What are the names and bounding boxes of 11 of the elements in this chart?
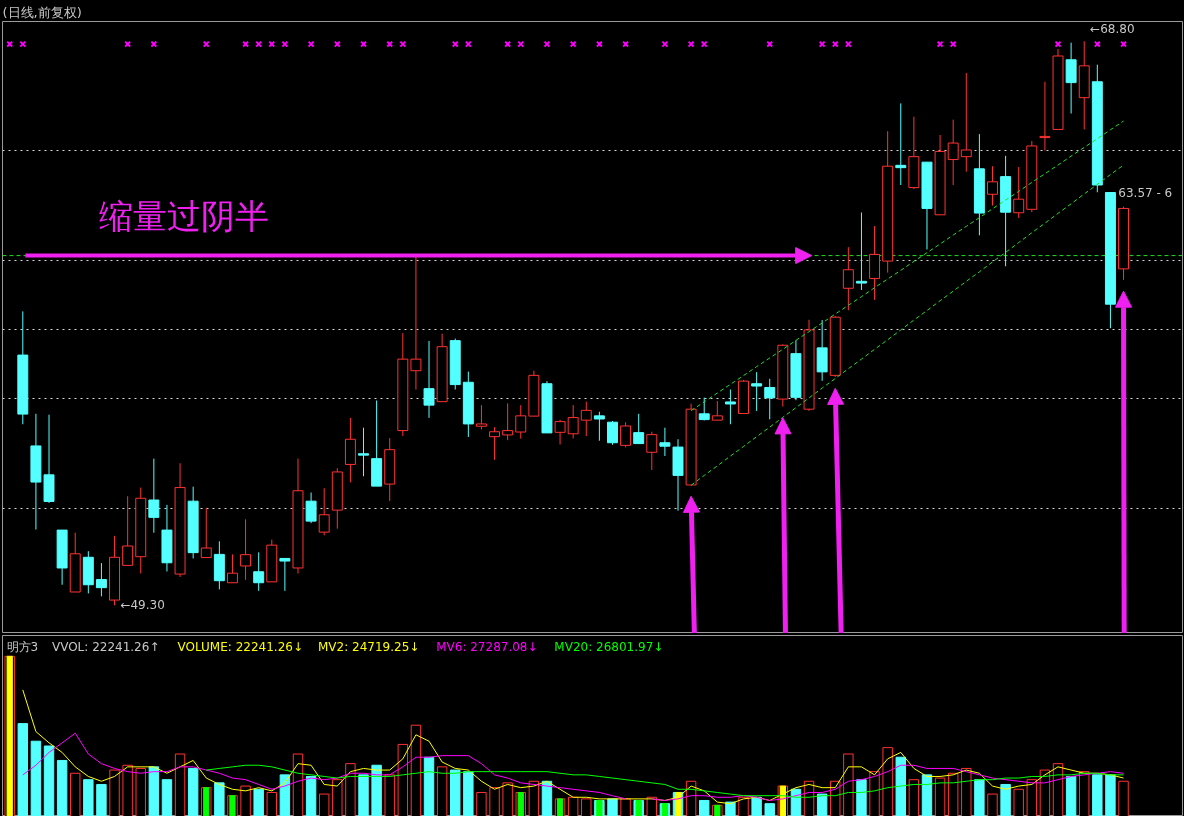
annotation: ←49.30 [120,598,165,613]
chart-title: 明方3 [6,640,39,655]
annotation: 63.57 - 6 [1118,185,1173,200]
text: MV6: 27287.08↓ [436,640,538,655]
text: ←68.80 [1090,22,1135,37]
annotation: 缩量过阴半 [98,195,269,236]
chart-title: (日线,前复权) [2,4,82,20]
text: VOLUME: 22241.26↓ [177,640,303,655]
text: MV20: 26801.97↓ [554,640,664,655]
text: MV2: 24719.25↓ [318,640,420,655]
text: VVOL: 22241.26↑ [51,640,160,655]
